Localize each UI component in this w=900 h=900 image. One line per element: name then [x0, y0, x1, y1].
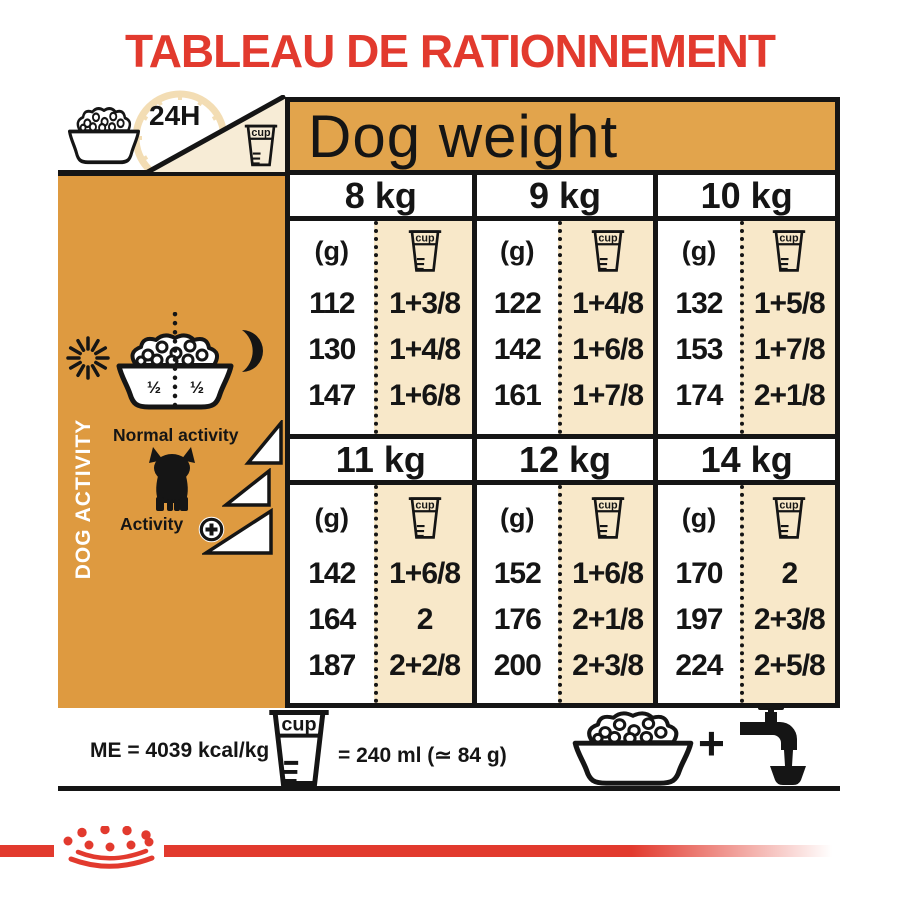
activity-triangle-large-icon	[202, 508, 273, 555]
plus-icon: +	[698, 717, 725, 769]
grams-unit-label: (g)	[500, 235, 535, 266]
measuring-cup-icon	[771, 496, 807, 540]
cup-value: 1+6/8	[572, 333, 644, 366]
grams-value: 176	[493, 603, 542, 636]
footer-divider	[58, 786, 840, 791]
measuring-cup-icon	[590, 496, 626, 540]
moon-icon	[242, 330, 263, 372]
food-bowl-icon	[64, 106, 144, 166]
metabolizable-energy-label: ME = 4039 kcal/kg	[90, 739, 270, 762]
grams-value: 197	[675, 603, 723, 636]
weight-header: 10 kg	[658, 175, 835, 221]
grams-value: 224	[675, 649, 723, 682]
grams-unit-label: (g)	[500, 502, 535, 533]
grams-unit-label: (g)	[681, 235, 717, 266]
duration-label: 24H	[149, 100, 201, 131]
grams-value: 132	[675, 287, 723, 320]
grams-value: 152	[493, 557, 542, 590]
weight-block-9kg: 9 kg (g) 122 142 161 1+4/8 1+6/8 1+7/8	[471, 175, 654, 439]
dog-activity-sidebar: DOG ACTIVITY ½ ½ Normal activity	[58, 170, 285, 708]
measuring-cup-icon	[243, 123, 279, 168]
activity-label: Activity	[120, 514, 184, 534]
cup-equivalence-label: = 240 ml (≃ 84 g)	[338, 744, 507, 767]
cup-value: 2+1/8	[753, 379, 826, 412]
grams-value: 147	[308, 379, 356, 412]
grams-value: 170	[675, 557, 723, 590]
cup-value: 2	[416, 603, 434, 636]
cup-value: 2+2/8	[389, 649, 461, 682]
measuring-cup-icon	[407, 229, 443, 273]
weight-header: 11 kg	[290, 439, 472, 485]
grams-value: 122	[493, 287, 542, 320]
measuring-cup-icon	[266, 708, 332, 788]
page-title: TABLEAU DE RATIONNEMENT	[125, 25, 776, 77]
cup-value: 2+1/8	[572, 603, 644, 636]
grams-value: 142	[308, 557, 356, 590]
plus-badge-icon	[198, 516, 225, 543]
cup-value: 1+3/8	[389, 287, 461, 320]
brand-band-right	[164, 845, 832, 857]
weight-block-8kg: 8 kg (g) 112 130 147 1+3/8 1+4/8 1+6/8	[290, 175, 472, 439]
weight-block-10kg: 10 kg (g) 132 153 174 1+5/8 1+7/8 2+1/8	[653, 175, 835, 439]
grams-value: 200	[493, 649, 542, 682]
measuring-cup-icon	[407, 496, 443, 540]
water-faucet-icon	[740, 703, 806, 790]
weight-header: 9 kg	[476, 175, 654, 221]
cup-value: 1+7/8	[572, 379, 644, 412]
weight-block-14kg: 14 kg (g) 170 197 224 2 2+3/8 2+5/8	[653, 439, 835, 703]
grams-unit-label: (g)	[314, 502, 350, 533]
grams-value: 153	[675, 333, 723, 366]
weight-header: 12 kg	[476, 439, 654, 485]
cup-value: 1+4/8	[389, 333, 461, 366]
grams-value: 112	[309, 287, 355, 320]
food-bowl-icon	[566, 710, 700, 788]
grams-value: 130	[308, 333, 356, 366]
activity-triangle-medium-icon	[222, 468, 271, 507]
cup-value: 1+6/8	[389, 379, 461, 412]
cup-value: 2+5/8	[753, 649, 826, 682]
grams-value: 174	[675, 379, 723, 412]
cup-value: 2	[781, 557, 798, 590]
brand-band-left	[0, 845, 54, 857]
grams-value: 187	[308, 649, 356, 682]
grams-unit-label: (g)	[314, 235, 350, 266]
grams-value: 142	[493, 333, 542, 366]
half-split-bowl-icon: ½ ½	[108, 312, 242, 411]
grams-unit-label: (g)	[681, 502, 717, 533]
cup-value: 1+6/8	[572, 557, 644, 590]
half-left-label: ½	[147, 378, 161, 397]
royal-canin-crown-logo	[63, 826, 155, 869]
cup-value: 2+3/8	[753, 603, 826, 636]
french-bulldog-icon	[149, 447, 195, 511]
grams-value: 161	[493, 379, 542, 412]
half-right-label: ½	[190, 378, 204, 397]
cup-value: 1+7/8	[753, 333, 826, 366]
weight-block-11kg: 11 kg (g) 142 164 187 1+6/8 2 2+2/8	[290, 439, 472, 703]
measuring-cup-icon	[771, 229, 807, 273]
cup-value: 1+4/8	[572, 287, 644, 320]
activity-triangle-small-icon	[244, 420, 283, 465]
ration-table: 8 kg (g) 112 130 147 1+3/8 1+4/8 1+6/8 9…	[285, 170, 840, 708]
dog-activity-vertical-label: DOG ACTIVITY	[72, 418, 95, 580]
weight-header: 8 kg	[290, 175, 472, 221]
cup-value: 1+6/8	[389, 557, 461, 590]
dog-weight-header: Dog weight	[285, 97, 840, 170]
measuring-cup-icon	[590, 229, 626, 273]
sun-icon	[66, 336, 110, 380]
cup-value: 1+5/8	[753, 287, 826, 320]
weight-header: 14 kg	[658, 439, 835, 485]
normal-activity-label: Normal activity	[113, 425, 239, 445]
weight-block-12kg: 12 kg (g) 152 176 200 1+6/8 2+1/8 2+3/8	[471, 439, 654, 703]
grams-value: 164	[308, 603, 356, 636]
cup-value: 2+3/8	[572, 649, 644, 682]
